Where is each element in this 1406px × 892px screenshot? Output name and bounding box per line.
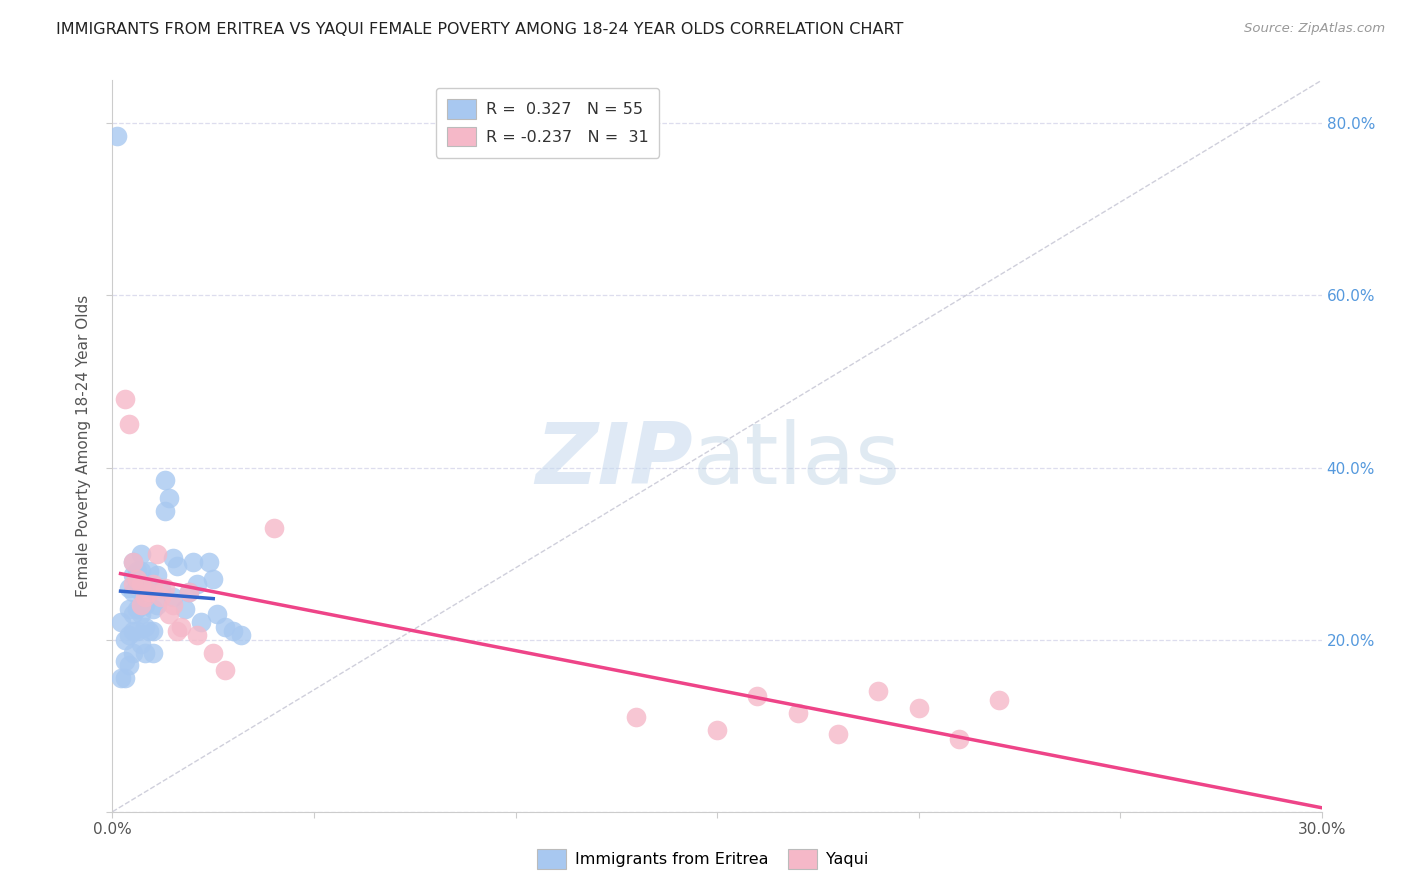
- Point: [207, 607, 229, 621]
- Point: [146, 568, 169, 582]
- Point: [121, 555, 143, 569]
- Point: [138, 624, 160, 638]
- Point: [153, 581, 176, 595]
- Point: [121, 568, 143, 582]
- Legend: R =  0.327   N = 55, R = -0.237   N =  31: R = 0.327 N = 55, R = -0.237 N = 31: [436, 88, 659, 158]
- Point: [117, 581, 139, 595]
- Point: [114, 392, 136, 406]
- Point: [125, 624, 148, 638]
- Point: [146, 598, 169, 612]
- Point: [827, 727, 849, 741]
- Point: [988, 693, 1011, 707]
- Point: [706, 723, 728, 737]
- Point: [162, 590, 184, 604]
- Point: [134, 646, 156, 660]
- Point: [222, 624, 245, 638]
- Point: [186, 576, 208, 591]
- Point: [149, 581, 172, 595]
- Point: [146, 547, 169, 561]
- Point: [626, 710, 648, 724]
- Point: [125, 564, 148, 578]
- Point: [114, 671, 136, 685]
- Point: [198, 555, 221, 569]
- Point: [121, 624, 143, 638]
- Point: [117, 417, 139, 432]
- Point: [129, 576, 152, 591]
- Point: [129, 637, 152, 651]
- Point: [117, 658, 139, 673]
- Point: [786, 706, 808, 720]
- Point: [121, 555, 143, 569]
- Point: [170, 620, 193, 634]
- Point: [105, 129, 128, 144]
- Point: [117, 628, 139, 642]
- Point: [202, 573, 225, 587]
- Point: [129, 585, 152, 599]
- Point: [202, 646, 225, 660]
- Point: [134, 581, 156, 595]
- Point: [149, 590, 172, 604]
- Point: [907, 701, 929, 715]
- Point: [114, 654, 136, 668]
- Point: [142, 576, 165, 591]
- Point: [157, 607, 180, 621]
- Point: [142, 602, 165, 616]
- Point: [153, 503, 176, 517]
- Point: [747, 689, 769, 703]
- Point: [948, 731, 970, 746]
- Point: [162, 550, 184, 565]
- Point: [157, 491, 180, 505]
- Point: [142, 624, 165, 638]
- Point: [177, 585, 200, 599]
- Point: [177, 585, 200, 599]
- Point: [186, 628, 208, 642]
- Point: [110, 671, 132, 685]
- Point: [121, 585, 143, 599]
- Point: [138, 585, 160, 599]
- Point: [134, 598, 156, 612]
- Point: [110, 615, 132, 630]
- Point: [134, 590, 156, 604]
- Point: [138, 585, 160, 599]
- Point: [129, 607, 152, 621]
- Text: atlas: atlas: [693, 419, 901, 502]
- Y-axis label: Female Poverty Among 18-24 Year Olds: Female Poverty Among 18-24 Year Olds: [76, 295, 91, 597]
- Point: [125, 573, 148, 587]
- Point: [231, 628, 253, 642]
- Point: [129, 598, 152, 612]
- Point: [166, 624, 188, 638]
- Point: [214, 663, 236, 677]
- Point: [114, 632, 136, 647]
- Point: [142, 646, 165, 660]
- Point: [138, 564, 160, 578]
- Point: [129, 547, 152, 561]
- Point: [868, 684, 890, 698]
- Point: [153, 474, 176, 488]
- Text: IMMIGRANTS FROM ERITREA VS YAQUI FEMALE POVERTY AMONG 18-24 YEAR OLDS CORRELATIO: IMMIGRANTS FROM ERITREA VS YAQUI FEMALE …: [56, 22, 904, 37]
- Point: [214, 620, 236, 634]
- Point: [162, 598, 184, 612]
- Point: [125, 602, 148, 616]
- Point: [134, 620, 156, 634]
- Point: [129, 564, 152, 578]
- Text: ZIP: ZIP: [536, 419, 693, 502]
- Point: [166, 559, 188, 574]
- Legend: Immigrants from Eritrea, Yaqui: Immigrants from Eritrea, Yaqui: [530, 843, 876, 875]
- Point: [121, 607, 143, 621]
- Point: [121, 576, 143, 591]
- Point: [174, 602, 197, 616]
- Point: [121, 646, 143, 660]
- Point: [117, 602, 139, 616]
- Point: [263, 521, 285, 535]
- Point: [190, 615, 212, 630]
- Point: [181, 555, 204, 569]
- Point: [125, 581, 148, 595]
- Text: Source: ZipAtlas.com: Source: ZipAtlas.com: [1244, 22, 1385, 36]
